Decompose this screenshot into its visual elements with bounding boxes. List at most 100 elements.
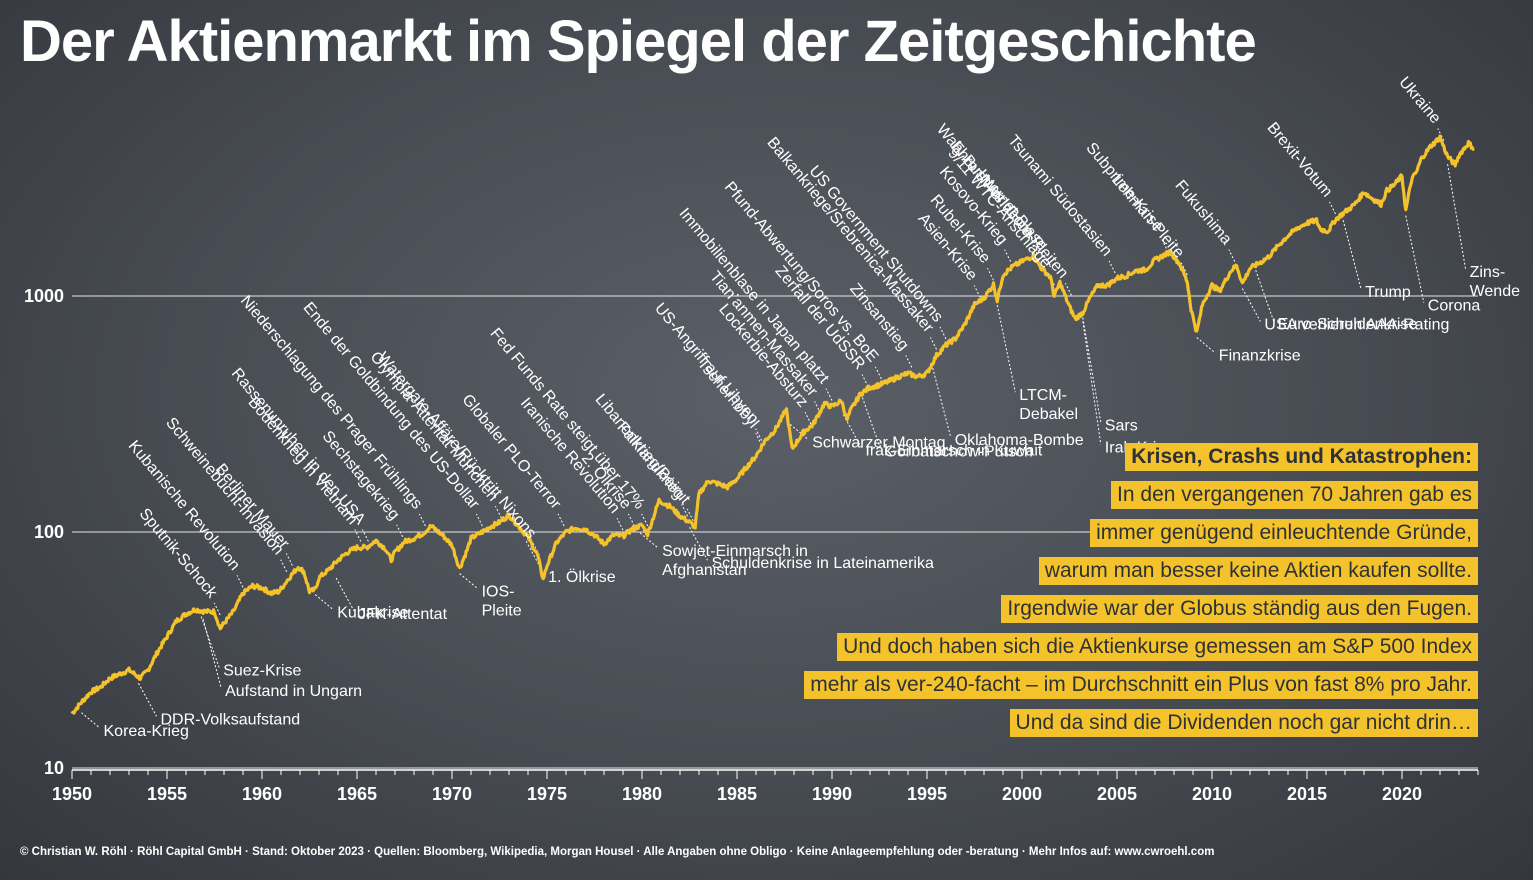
annotation-leader (987, 268, 994, 281)
annotation-line: DDR-Volksaufstand (161, 711, 301, 728)
x-tick-label: 1965 (337, 784, 377, 804)
annotation-line: IOS- (482, 584, 515, 601)
annotation-line: Kubakrise (337, 605, 408, 622)
info-line: mehr als ver-240-facht – im Durchschnitt… (804, 671, 1478, 699)
annotation-label: Aufstand in Ungarn (225, 683, 362, 700)
annotation-line: Finanzkrise (1219, 348, 1301, 365)
annotation-leader (930, 337, 937, 350)
annotation-label: Korea-Krieg (104, 723, 189, 740)
annotation-line: Pleite (482, 603, 522, 620)
x-tick-label: 1980 (622, 784, 662, 804)
annotation-leader (1329, 201, 1336, 215)
annotation-line: Zins- (1470, 264, 1506, 281)
series-line (70, 134, 1475, 715)
annotation-leader (1082, 317, 1102, 423)
annotation-leader (361, 529, 369, 542)
series-group (70, 134, 1475, 715)
annotation-leader (932, 367, 952, 438)
annotation-label: Gorbatschow-Putsch (884, 444, 1033, 461)
info-line: In den vergangenen 70 Jahren gab es (1111, 481, 1478, 509)
annotation-label: Fukushima (1171, 177, 1234, 248)
annotation-label: 1. Ölkrise (548, 568, 616, 586)
annotation-leader (459, 573, 478, 589)
page-title: Der Aktienmarkt im Spiegel der Zeitgesch… (20, 9, 1257, 74)
annotation-leader (1082, 321, 1102, 445)
annotation-leader (825, 388, 833, 401)
annotation-label: Finanzkrise (1219, 348, 1301, 365)
annotation-leader (354, 529, 362, 542)
annotation-leader (861, 397, 881, 449)
x-tick-label: 2000 (1002, 784, 1042, 804)
annotation-line: Corona (1428, 298, 1481, 315)
info-line: Und doch haben sich die Aktienkurse geme… (837, 633, 1478, 661)
annotation-label: Brexit-Votum (1264, 119, 1336, 200)
x-tick-label: 2020 (1382, 784, 1422, 804)
info-box: Krisen, Crashs und Katastrophen: In den … (804, 443, 1478, 747)
annotation-line: Sars (1105, 418, 1138, 435)
annotation-leader (905, 355, 913, 368)
info-line: Irgendwie war der Globus ständig aus den… (1001, 595, 1478, 623)
annotation-line: Gorbatschow-Putsch (884, 444, 1033, 461)
annotation-leader (1228, 249, 1236, 262)
annotation-leader (396, 524, 404, 538)
x-tick-label: 1990 (812, 784, 852, 804)
annotation-leader (861, 374, 869, 387)
annotation-line: Euro-Schuldenkrise (1278, 316, 1418, 333)
y-tick-label: 100 (34, 522, 64, 542)
annotation-leader (200, 616, 220, 668)
y-tick-label: 1000 (24, 286, 64, 306)
annotation-line: Schwarzer Montag (812, 434, 945, 451)
annotation-label: Sars (1105, 418, 1138, 435)
annotation-line: Aufstand in Ungarn (225, 683, 362, 700)
annotation-line: Wende (1470, 283, 1521, 300)
annotation-leader (285, 553, 293, 566)
annotation-label: DDR-Volksaufstand (161, 711, 301, 728)
annotation-line: Suez-Krise (223, 663, 301, 680)
annotation-leader (1342, 220, 1362, 290)
x-tick-label: 2015 (1287, 784, 1327, 804)
annotation-leader (1108, 260, 1116, 274)
annotation-leader (996, 305, 1016, 393)
annotation-label: Suez-Krise (223, 663, 301, 680)
annotation-leader (138, 683, 157, 717)
annotation-leader (681, 504, 689, 517)
annotation-label: Euro-Schuldenkrise (1278, 316, 1418, 333)
annotation-line: JFK-Attentat (358, 606, 447, 623)
annotation-line: 1. Ölkrise (548, 568, 616, 586)
annotation-leader (81, 712, 100, 729)
annotation-leader (418, 513, 426, 527)
x-tick-label: 1995 (907, 784, 947, 804)
x-tick-label: 1960 (242, 784, 282, 804)
x-tick-label: 2010 (1192, 784, 1232, 804)
annotation-label: JFK-Attentat (358, 606, 447, 623)
annotation-leader (236, 575, 244, 588)
annotation-leader (475, 513, 483, 527)
annotation-line: Afghanistan (662, 562, 747, 579)
annotation-leader (557, 513, 565, 527)
annotation-label: Trump (1365, 284, 1411, 301)
annotation-label: Irak-Einmarsch in Kuwait (865, 443, 1043, 460)
annotation-leader (314, 594, 334, 610)
annotation-line: LTCM- (1019, 387, 1067, 404)
annotation-leader (1064, 283, 1072, 296)
annotation-leader (804, 411, 812, 425)
annotation-label: Schwarzer Montag (812, 434, 945, 451)
annotation-label: Oklahoma-Bombe (955, 432, 1084, 449)
annotation-leader (1405, 215, 1425, 303)
y-tick-label: 10 (44, 758, 64, 778)
annotation-leader (939, 326, 947, 340)
annotation-label: Sowjet-Einmarsch in Afghanistan (662, 543, 808, 579)
annotation-line: Sowjet-Einmarsch in (662, 543, 808, 560)
annotation-leader (280, 559, 288, 572)
annotation-line: Debakel (1019, 406, 1078, 423)
info-line: warum man besser keine Aktien kaufen sol… (1038, 557, 1478, 585)
annotation-line: Schuldenkrise in Lateinamerika (712, 555, 934, 572)
annotation-label: IOS- Pleite (482, 584, 522, 620)
annotation-line: Korea-Krieg (104, 723, 189, 740)
annotation-line: Trump (1365, 284, 1411, 301)
annotation-label: Balkankriege/Srebrenica-Massaker (763, 134, 937, 336)
annotation-leader (686, 508, 694, 522)
footer-credits: © Christian W. Röhl · Röhl Capital GmbH … (20, 846, 1215, 858)
annotation-label: Corona (1428, 298, 1481, 315)
